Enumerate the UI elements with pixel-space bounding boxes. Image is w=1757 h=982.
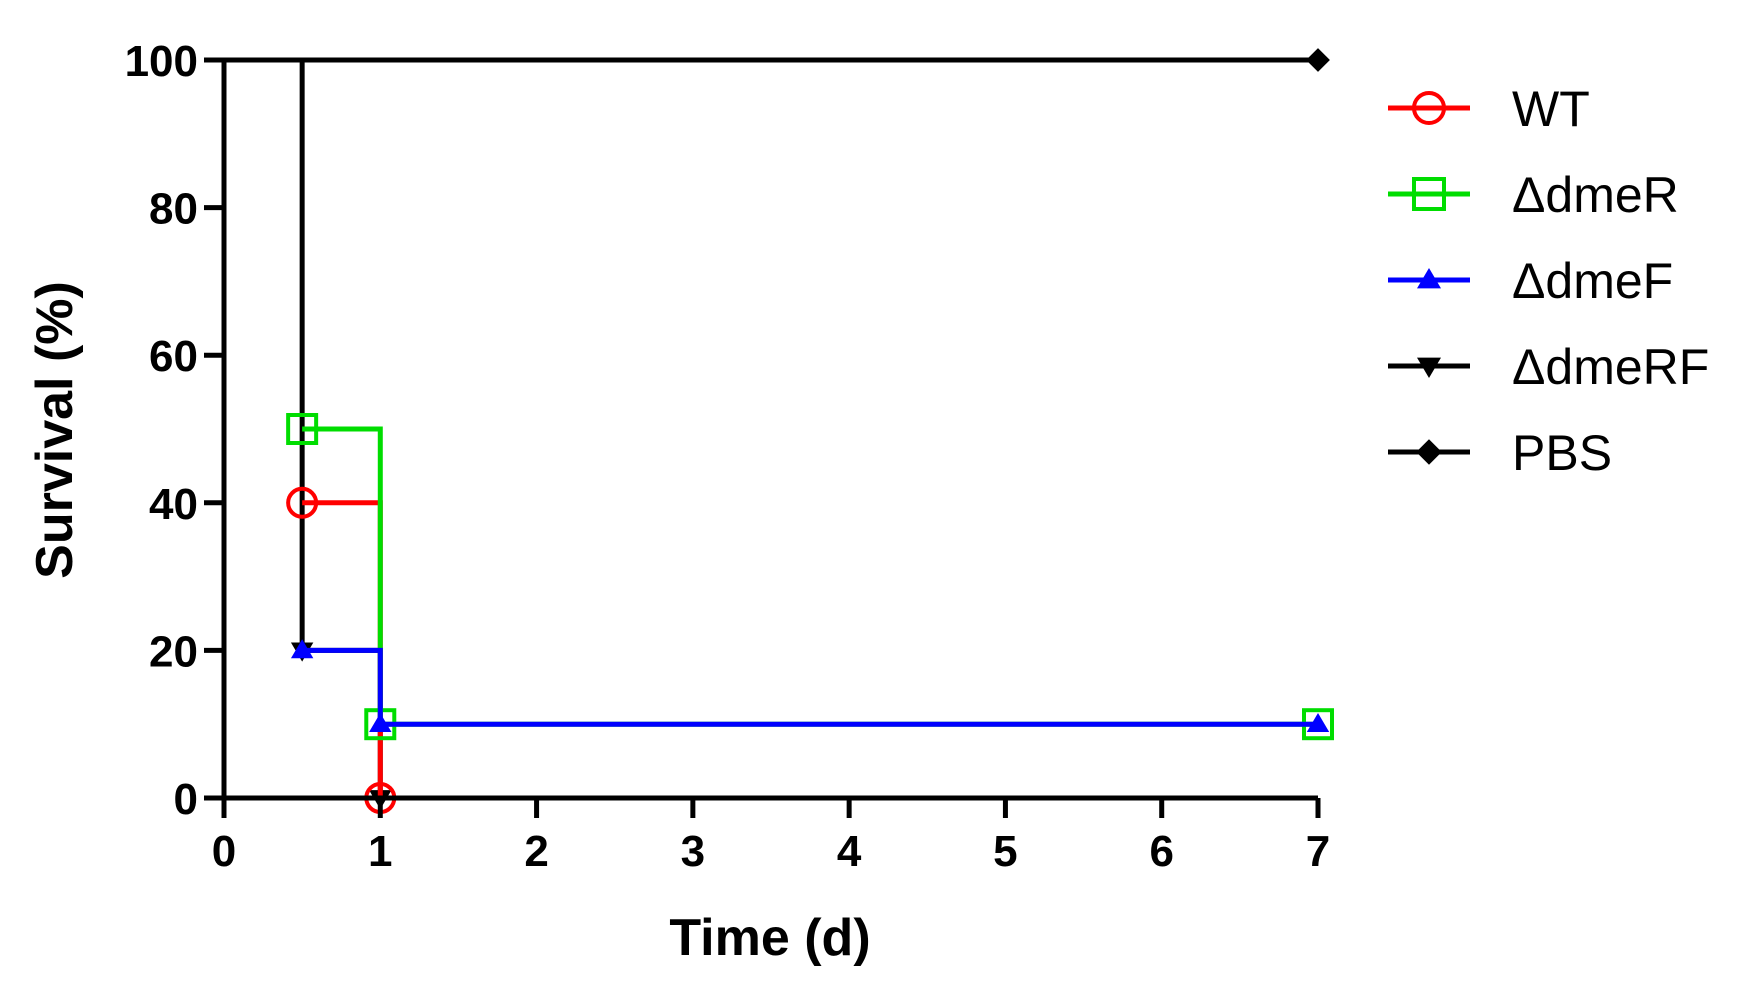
legend-item-3: ΔdmeRF [1388, 339, 1709, 395]
x-tick-label-3: 3 [681, 827, 705, 876]
legend-label-1: ΔdmeR [1512, 167, 1679, 223]
y-axis-title: Survival (%) [26, 281, 84, 579]
y-tick-label-2: 40 [149, 480, 198, 529]
x-tick-label-0: 0 [212, 827, 236, 876]
x-tick-label-2: 2 [524, 827, 548, 876]
legend-item-0: WT [1388, 81, 1590, 137]
series-3 [286, 413, 1334, 741]
series-4 [290, 639, 1330, 733]
series-4-line [302, 647, 1318, 727]
series-3-point-0 [286, 413, 319, 445]
y-tick-label-4: 80 [149, 185, 198, 234]
series-0-point-0 [1306, 48, 1330, 72]
legend-item-2: ΔdmeF [1388, 253, 1673, 309]
legend-marker-3 [1417, 357, 1441, 378]
series-4-point-2 [1306, 713, 1330, 733]
x-tick-label-6: 6 [1149, 827, 1173, 876]
x-tick-label-7: 7 [1306, 827, 1330, 876]
series-1 [224, 57, 392, 810]
series-layer [224, 48, 1334, 814]
legend-label-0: WT [1512, 81, 1590, 137]
y-tick-label-5: 100 [125, 37, 198, 86]
series-2-point-0 [286, 486, 319, 519]
series-4-point-1 [369, 713, 392, 733]
x-axis-title: Time (d) [669, 909, 870, 967]
legend-item-4: PBS [1388, 425, 1612, 481]
legend-marker-2 [1417, 268, 1441, 289]
y-tick-label-1: 20 [149, 627, 198, 676]
x-tick-label-5: 5 [993, 827, 1017, 876]
axes [221, 60, 1318, 801]
legend: WT ΔdmeR ΔdmeF ΔdmeRF PBS [1388, 81, 1709, 481]
series-3-line [302, 426, 1318, 727]
legend-label-4: PBS [1512, 425, 1612, 481]
series-4-point-0 [290, 639, 314, 659]
legend-marker-4 [1416, 439, 1442, 465]
x-tick-label-1: 1 [368, 827, 392, 876]
series-0 [224, 48, 1330, 72]
legend-marker-1 [1412, 177, 1446, 211]
y-tick-label-3: 60 [149, 332, 198, 381]
legend-label-2: ΔdmeF [1512, 253, 1673, 309]
x-tick-label-4: 4 [837, 827, 862, 876]
legend-marker-0 [1412, 91, 1446, 125]
ticks: 0 1 2 3 4 5 6 7 0 20 40 60 80 100 [125, 37, 1331, 876]
y-tick-label-0: 0 [174, 775, 198, 824]
legend-item-1: ΔdmeR [1388, 167, 1679, 223]
legend-label-3: ΔdmeRF [1512, 339, 1709, 395]
